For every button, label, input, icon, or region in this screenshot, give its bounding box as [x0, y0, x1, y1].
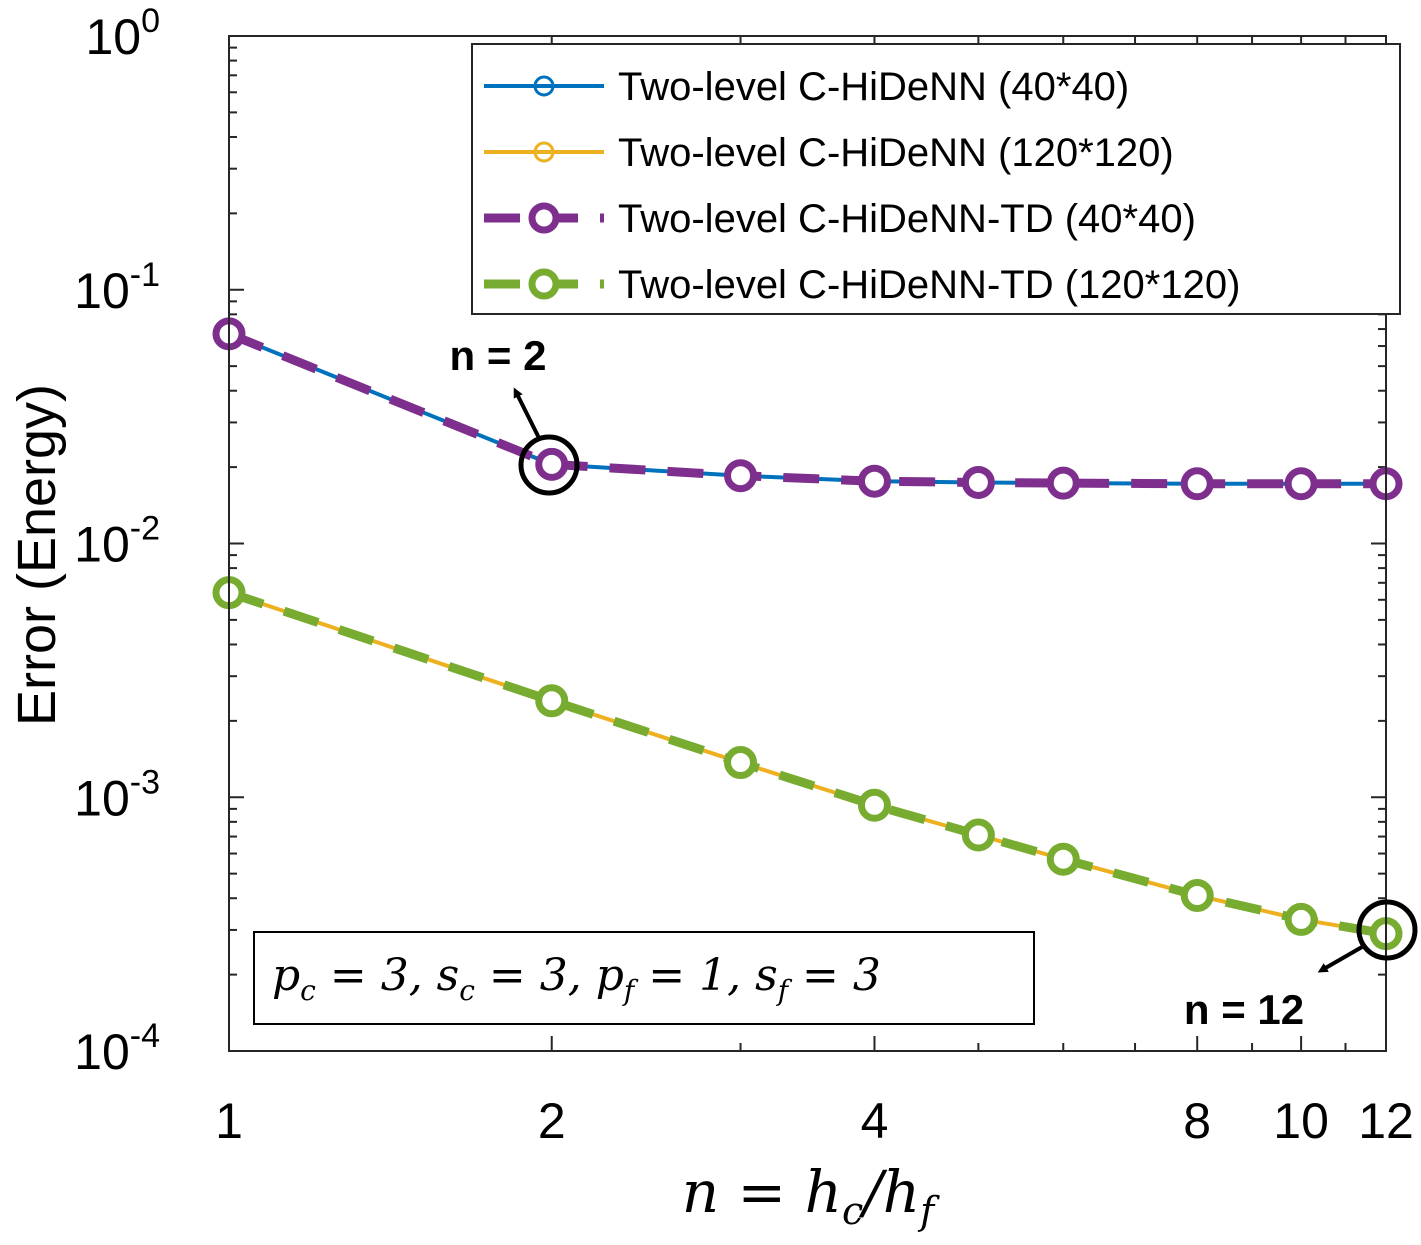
legend-label: Two-level C-HiDeNN (120*120) [618, 131, 1174, 175]
data-point [724, 459, 758, 493]
series-3 [212, 317, 1403, 501]
data-point [857, 464, 891, 498]
x-tick-label: 4 [861, 1093, 889, 1149]
legend-label: Two-level C-HiDeNN-TD (120*120) [618, 263, 1240, 307]
series-layer [212, 317, 1403, 951]
plot-frame [228, 35, 1387, 1052]
data-point [1046, 466, 1080, 500]
highlight-circle-n2 [518, 434, 580, 496]
x-tick-label: 1 [215, 1093, 243, 1149]
data-point [535, 684, 569, 718]
annotation-n2: n = 2 [450, 332, 580, 496]
legend-marker [533, 141, 555, 163]
parameter-box: pc = 3, sc = 3, pf = 1, sf = 3 [253, 931, 1035, 1025]
y-tick-label: 10-4 [74, 1017, 160, 1080]
svg-text:pc = 3, sc = 3, pf = 1, sf = 3: pc = 3, sc = 3, pf = 1, sf = 3 [272, 950, 881, 1007]
y-tick-label: 10-3 [74, 763, 160, 826]
y-tick-label: 10-2 [74, 510, 160, 573]
x-tick-label: 10 [1273, 1093, 1329, 1149]
x-tick-label: 12 [1358, 1093, 1414, 1149]
data-point [857, 788, 891, 822]
data-point [961, 465, 995, 499]
annotation-n12: n = 12 [1184, 899, 1418, 1033]
legend-entry-3: Two-level C-HiDeNN-TD (40*40) [484, 197, 1196, 241]
legend-entry-1: Two-level C-HiDeNN (40*40) [484, 65, 1129, 109]
legend-label: Two-level C-HiDeNN-TD (40*40) [618, 197, 1196, 241]
data-point [1284, 902, 1318, 936]
highlight-circle-n12 [1356, 899, 1418, 961]
legend-box [471, 43, 1401, 315]
y-axis-label: Error (Energy) [7, 384, 67, 726]
legend-marker [533, 75, 555, 97]
arrow-n2 [513, 387, 541, 439]
legend-entry-2: Two-level C-HiDeNN (120*120) [484, 131, 1174, 175]
legend-label: Two-level C-HiDeNN (40*40) [618, 65, 1129, 109]
x-tick-labels: 1 2 4 8 10 12 [215, 1093, 1414, 1149]
annotation-label-n12: n = 12 [1184, 986, 1304, 1033]
data-point [535, 447, 569, 481]
x-axis-label: n = hc/hf [682, 1158, 940, 1233]
svg-text:n = hc/hf: n = hc/hf [682, 1158, 940, 1233]
legend-marker [528, 268, 560, 300]
y-tick-label: 100 [85, 2, 160, 65]
y-tick-label: 10-1 [74, 256, 160, 319]
annotation-label-n2: n = 2 [450, 332, 547, 379]
legend-marker [528, 202, 560, 234]
legend: Two-level C-HiDeNN (40*40) Two-level C-Hi… [471, 43, 1401, 315]
x-tick-label: 2 [538, 1093, 566, 1149]
data-point [1180, 879, 1214, 913]
data-point [961, 818, 995, 852]
data-point [1284, 467, 1318, 501]
data-point [1180, 467, 1214, 501]
y-tick-labels: 10-4 10-3 10-2 10-1 100 [74, 2, 160, 1080]
legend-entry-4: Two-level C-HiDeNN-TD (120*120) [484, 263, 1240, 307]
data-point [1046, 842, 1080, 876]
x-tick-label: 8 [1183, 1093, 1211, 1149]
data-point [724, 746, 758, 780]
arrow-n12 [1317, 945, 1363, 973]
